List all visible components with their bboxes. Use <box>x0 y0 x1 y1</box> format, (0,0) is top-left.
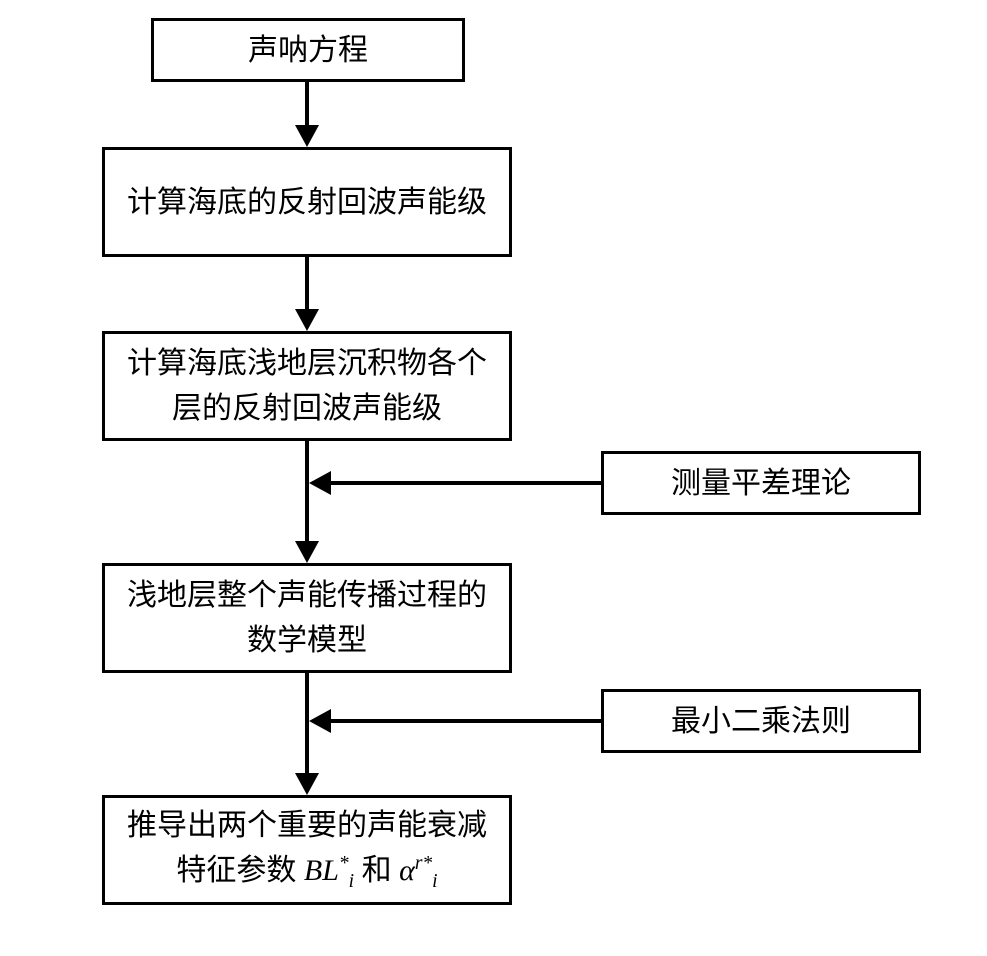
node-math-model: 浅地层整个声能传播过程的数学模型 <box>102 563 512 673</box>
arrow-s1 <box>331 481 601 485</box>
arrow-s2 <box>331 719 601 723</box>
node-label: 计算海底浅地层沉积物各个层的反射回波声能级 <box>117 341 497 431</box>
node-seabed-echo: 计算海底的反射回波声能级 <box>102 147 512 257</box>
flowchart-canvas: 声呐方程 计算海底的反射回波声能级 计算海底浅地层沉积物各个层的反射回波声能级 … <box>0 0 987 956</box>
node-adjustment-theory: 测量平差理论 <box>601 451 921 515</box>
arrow-head-s1 <box>309 471 331 495</box>
arrow-head-2-3 <box>295 309 319 331</box>
node-label: 推导出两个重要的声能衰减特征参数 BL*i 和 αr*i <box>117 803 497 896</box>
arrow-1-2 <box>305 82 309 125</box>
node-least-squares: 最小二乘法则 <box>601 689 921 753</box>
node-label: 计算海底的反射回波声能级 <box>127 180 487 225</box>
arrow-2-3 <box>305 257 309 309</box>
node-derive-parameters: 推导出两个重要的声能衰减特征参数 BL*i 和 αr*i <box>102 795 512 905</box>
arrow-head-1-2 <box>295 125 319 147</box>
node-sediment-layers-echo: 计算海底浅地层沉积物各个层的反射回波声能级 <box>102 331 512 441</box>
node-label: 最小二乘法则 <box>671 699 851 744</box>
node-label: 浅地层整个声能传播过程的数学模型 <box>117 573 497 663</box>
arrow-head-3-4 <box>295 541 319 563</box>
arrow-head-4-5 <box>295 773 319 795</box>
node-sonar-equation: 声呐方程 <box>151 18 465 82</box>
node-label: 测量平差理论 <box>671 461 851 506</box>
arrow-head-s2 <box>309 709 331 733</box>
node-label: 声呐方程 <box>248 28 368 73</box>
